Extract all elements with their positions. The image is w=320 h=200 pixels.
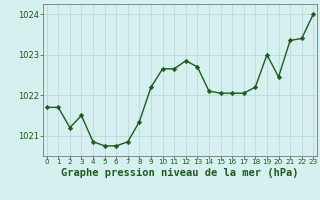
X-axis label: Graphe pression niveau de la mer (hPa): Graphe pression niveau de la mer (hPa) [61,168,299,178]
